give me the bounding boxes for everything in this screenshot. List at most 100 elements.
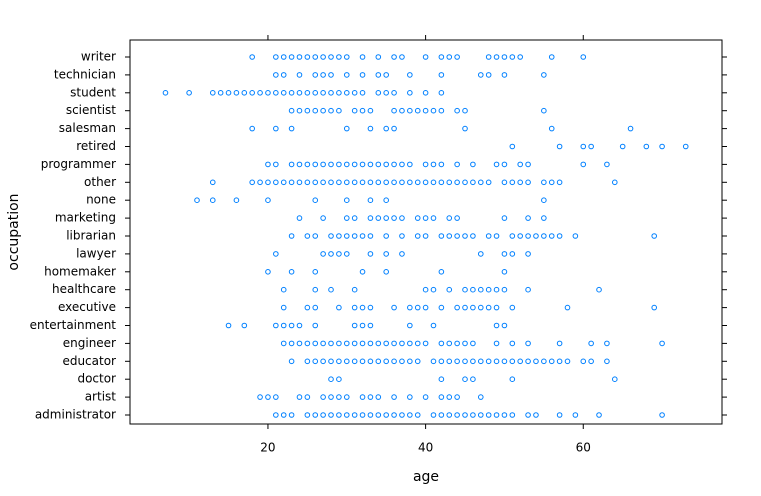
point: [288, 412, 295, 418]
point: [328, 54, 334, 60]
point: [328, 286, 334, 293]
point: [509, 143, 516, 150]
point: [359, 233, 366, 239]
point: [265, 197, 271, 203]
point: [611, 179, 618, 186]
point: [517, 161, 523, 168]
point: [564, 304, 571, 311]
point: [493, 340, 500, 347]
point: [336, 161, 342, 168]
point: [391, 394, 397, 400]
point: [375, 215, 382, 221]
point: [320, 90, 326, 96]
point: [501, 286, 508, 293]
point: [580, 54, 587, 60]
point: [493, 412, 500, 418]
point: [343, 161, 350, 168]
point: [383, 125, 389, 132]
point: [367, 179, 374, 186]
point: [430, 322, 437, 329]
point: [501, 161, 508, 168]
point: [470, 179, 476, 186]
point: [470, 376, 476, 383]
point: [328, 161, 334, 168]
point: [383, 233, 389, 239]
point: [312, 107, 319, 114]
point: [359, 72, 366, 78]
point: [501, 269, 508, 275]
point: [509, 233, 516, 239]
point: [477, 412, 484, 418]
point: [391, 340, 397, 347]
point: [407, 394, 413, 400]
point: [304, 358, 311, 365]
point: [611, 376, 618, 383]
point: [367, 322, 374, 329]
point: [233, 90, 240, 96]
point: [485, 412, 492, 418]
point: [407, 72, 413, 78]
point: [604, 358, 610, 365]
panel: [129, 39, 723, 425]
point: [312, 197, 319, 203]
y-tick-label: programmer: [41, 157, 116, 171]
point: [209, 197, 216, 203]
point: [525, 161, 531, 168]
point: [336, 394, 342, 400]
point: [462, 376, 468, 383]
point: [367, 304, 374, 311]
point: [422, 90, 429, 96]
point: [383, 161, 389, 168]
point: [273, 394, 279, 400]
point: [399, 215, 405, 221]
point: [296, 107, 303, 114]
point: [209, 90, 216, 96]
point: [296, 322, 303, 329]
point: [470, 358, 476, 365]
point: [399, 251, 405, 257]
point: [659, 412, 665, 418]
point: [288, 269, 295, 275]
point: [367, 394, 374, 400]
point: [493, 54, 500, 60]
point: [470, 412, 476, 418]
point: [391, 90, 397, 96]
point: [280, 179, 287, 186]
point: [359, 179, 366, 186]
point: [265, 179, 271, 186]
point: [501, 54, 508, 60]
point: [280, 54, 287, 60]
point: [422, 304, 429, 311]
point: [454, 179, 460, 186]
point: [343, 358, 350, 365]
point: [320, 412, 326, 418]
point: [462, 107, 468, 114]
y-tick-label: none: [86, 193, 116, 207]
point: [399, 107, 405, 114]
point: [485, 286, 492, 293]
point: [556, 233, 563, 239]
point: [525, 358, 531, 365]
point: [485, 179, 492, 186]
point: [422, 340, 429, 347]
point: [525, 251, 531, 257]
point: [320, 72, 326, 78]
point: [438, 412, 445, 418]
point: [580, 358, 587, 365]
point: [328, 394, 334, 400]
point: [580, 143, 587, 150]
point: [454, 394, 460, 400]
point: [533, 233, 539, 239]
point: [359, 358, 366, 365]
point: [288, 107, 295, 114]
point: [249, 125, 255, 132]
point: [383, 72, 389, 78]
point: [312, 72, 319, 78]
point: [359, 90, 366, 96]
point: [359, 340, 366, 347]
y-tick-label: lawyer: [76, 246, 116, 260]
point: [383, 90, 389, 96]
point: [359, 161, 366, 168]
point: [430, 215, 437, 221]
point: [328, 72, 334, 78]
